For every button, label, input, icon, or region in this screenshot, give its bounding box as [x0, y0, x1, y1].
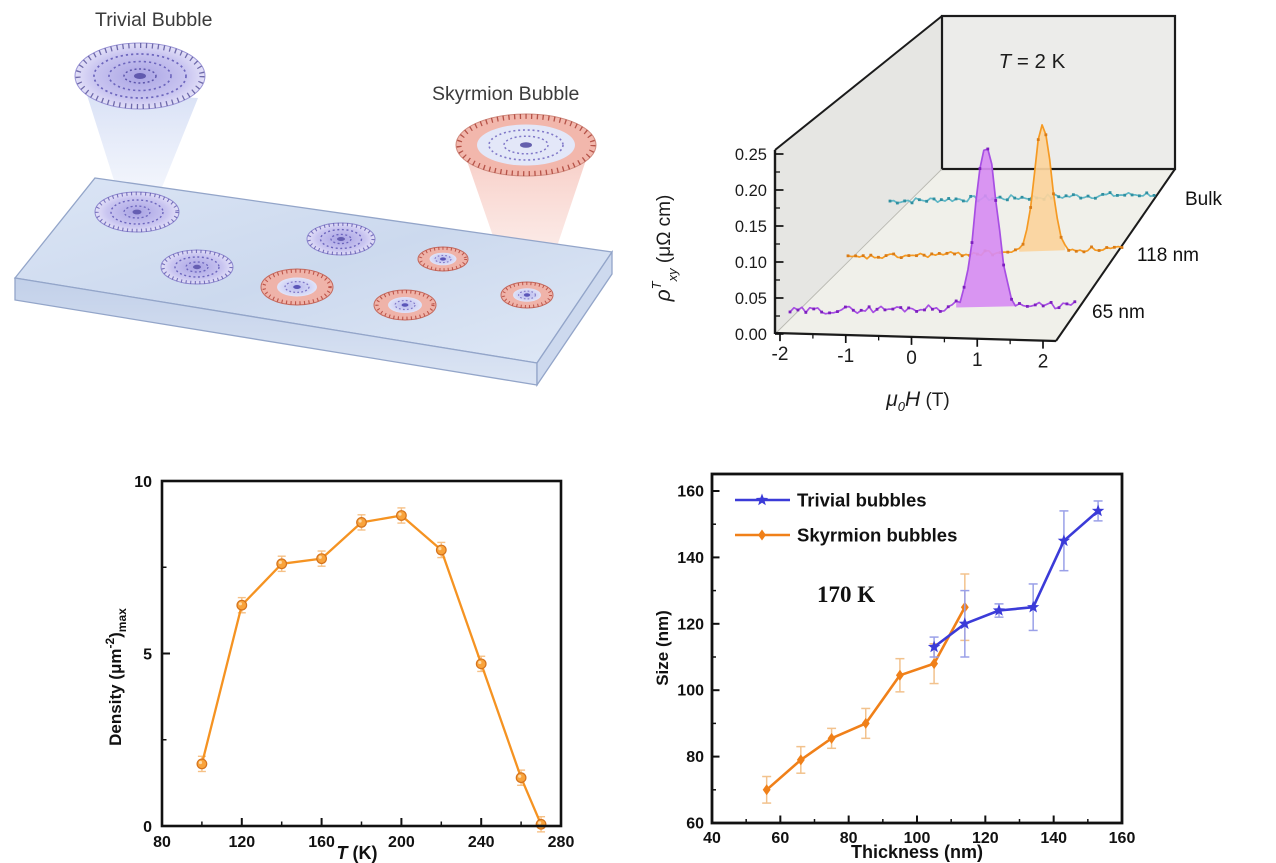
trivial-bubble-disk	[74, 42, 206, 110]
svg-text:10: 10	[134, 474, 152, 491]
x-axis-label: Thickness (nm)	[851, 842, 983, 862]
skyrmion-light-cone	[466, 158, 586, 294]
svg-text:140: 140	[1040, 830, 1067, 847]
floor-right-edge	[1055, 168, 1176, 342]
legend-swatches	[735, 493, 790, 541]
temperature-annotation: T = 2 K	[999, 50, 1066, 73]
svg-text:240: 240	[468, 834, 495, 851]
plot-back-wall	[940, 14, 1177, 171]
plot-frame	[160, 479, 563, 828]
svg-text:80: 80	[686, 749, 704, 766]
svg-text:280: 280	[548, 834, 575, 851]
svg-text:200: 200	[388, 834, 415, 851]
y-axis-label: Density (μm-2)max	[103, 608, 129, 746]
trivial-bubbles-on-slab	[94, 191, 376, 285]
svg-text:0.25: 0.25	[735, 146, 767, 164]
axes-ticks: 0.00 0.05 0.10 0.15 0.20 0.25 -2 -1 0 1 2	[735, 146, 1048, 373]
svg-text:2: 2	[1038, 352, 1049, 373]
svg-text:160: 160	[677, 484, 704, 501]
panel-b-hall-waterfall-plot: 0.00 0.05 0.10 0.15 0.20 0.25 -2 -1 0 1 2 Bulk 118…	[649, 14, 1222, 414]
svg-text:100: 100	[677, 683, 704, 700]
svg-text:120: 120	[972, 830, 999, 847]
svg-text:120: 120	[228, 834, 255, 851]
svg-text:0.05: 0.05	[735, 290, 767, 308]
hall-traces	[788, 124, 1156, 315]
svg-text:0.15: 0.15	[735, 218, 767, 236]
svg-text:80: 80	[153, 834, 171, 851]
floor-left-edge	[774, 168, 943, 335]
skyrmion-bubble-label: Skyrmion Bubble	[432, 83, 579, 105]
plot-left-wall	[775, 16, 942, 334]
svg-text:100: 100	[904, 830, 931, 847]
svg-text:0.20: 0.20	[735, 182, 767, 200]
skyrmion-bubble-disk	[455, 113, 597, 177]
svg-text:140: 140	[677, 550, 704, 567]
density-plot-content: 80 120 160 200 240 280 0 5 10	[134, 474, 574, 851]
svg-text:-2: -2	[772, 344, 789, 365]
svg-text:-1: -1	[837, 346, 854, 367]
x-axis	[774, 331, 1057, 343]
legend-label-skyrmion: Skyrmion bubbles	[797, 525, 957, 546]
skyrmion-bubbles-on-slab	[260, 246, 554, 321]
svg-text:60: 60	[686, 816, 704, 833]
svg-text:160: 160	[1109, 830, 1136, 847]
svg-text:160: 160	[308, 834, 335, 851]
panel-a-bubble-illustration: Trivial Bubble Skyrmion Bubble	[13, 9, 614, 388]
svg-text:0.00: 0.00	[735, 326, 767, 344]
series-label-118nm: 118 nm	[1137, 245, 1199, 266]
plot-frame	[710, 472, 1124, 825]
temperature-annotation: 170 K	[817, 582, 875, 607]
svg-text:80: 80	[840, 830, 858, 847]
svg-text:0: 0	[143, 819, 152, 836]
y-axis-label: ρTxy (μΩ cm)	[649, 195, 680, 303]
x-axis-label: μ0H (T)	[885, 388, 949, 414]
series-label-65nm: 65 nm	[1092, 302, 1145, 323]
box-top-edge	[774, 15, 943, 151]
x-axis-label: T (K)	[337, 843, 378, 863]
svg-text:40: 40	[703, 830, 721, 847]
series-label-bulk: Bulk	[1185, 189, 1222, 210]
y-axis-label: Size (nm)	[653, 610, 672, 686]
svg-text:1: 1	[972, 350, 983, 371]
legend-label-trivial: Trivial bubbles	[797, 490, 927, 511]
trivial-light-cone	[86, 92, 198, 212]
trivial-bubble-label: Trivial Bubble	[95, 9, 212, 31]
svg-text:0.10: 0.10	[735, 254, 767, 272]
svg-text:5: 5	[143, 647, 152, 664]
svg-text:120: 120	[677, 616, 704, 633]
svg-text:60: 60	[771, 830, 789, 847]
svg-text:0: 0	[906, 348, 917, 369]
